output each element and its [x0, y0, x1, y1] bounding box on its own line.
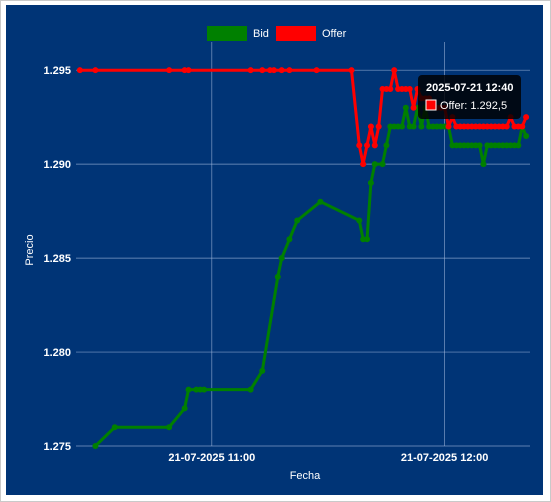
offer-point	[348, 67, 355, 74]
bid-point	[317, 198, 324, 205]
bid-point	[523, 132, 530, 139]
bid-point	[480, 161, 487, 168]
bid-point	[286, 236, 293, 243]
offer-point	[360, 161, 367, 168]
bid-point	[367, 179, 374, 186]
bid-point	[181, 405, 188, 412]
bid-point	[364, 236, 371, 243]
bid-point	[111, 424, 118, 431]
offer-point	[391, 67, 398, 74]
offer-point	[356, 142, 363, 149]
offer-point	[410, 104, 417, 111]
bid-point	[274, 273, 281, 280]
bid-point	[398, 123, 405, 130]
bid-series-line	[93, 106, 528, 448]
x-axis-ticks: 21-07-2025 11:00 21-07-2025 12:00	[168, 452, 488, 464]
offer-point	[406, 85, 413, 92]
offer-point	[523, 114, 530, 121]
bid-point	[402, 104, 409, 111]
bid-point	[418, 123, 425, 130]
legend-swatch-bid[interactable]	[207, 26, 247, 41]
offer-point	[286, 67, 293, 74]
bid-point	[371, 161, 378, 168]
y-tick-label: 1.285	[43, 253, 71, 265]
offer-point	[371, 142, 378, 149]
bid-point	[185, 386, 192, 393]
tooltip-title: 2025-07-21 12:40	[426, 82, 513, 94]
bid-point	[294, 217, 301, 224]
bid-point	[476, 142, 483, 149]
offer-point	[519, 123, 526, 130]
y-tick-label: 1.280	[43, 347, 71, 359]
offer-point	[503, 123, 510, 130]
offer-point	[92, 67, 99, 74]
offer-point	[76, 67, 83, 74]
tooltip-series-marker	[425, 99, 437, 111]
bid-point	[259, 367, 266, 374]
offer-point	[185, 67, 192, 74]
offer-point	[313, 67, 320, 74]
offer-point	[259, 67, 266, 74]
offer-point	[166, 67, 173, 74]
bid-point	[278, 255, 285, 262]
bid-point	[247, 386, 254, 393]
series-layer	[76, 67, 530, 449]
y-tick-label: 1.290	[43, 159, 71, 171]
y-axis-ticks: 1.275 1.280 1.285 1.290 1.295	[43, 65, 71, 453]
offer-point	[270, 67, 277, 74]
offer-point	[247, 67, 254, 74]
tooltip-box	[418, 75, 521, 119]
bid-point	[379, 161, 386, 168]
offer-point	[387, 85, 394, 92]
bid-point	[383, 142, 390, 149]
bid-point	[201, 386, 208, 393]
x-axis-title: Fecha	[290, 470, 321, 482]
offer-point	[375, 123, 382, 130]
bid-point	[410, 123, 417, 130]
bid-point	[92, 443, 99, 449]
legend-label-offer[interactable]: Offer	[322, 28, 347, 40]
tooltip: 2025-07-21 12:40 Offer: 1.292,5	[418, 75, 521, 119]
y-tick-label: 1.295	[43, 65, 71, 77]
offer-point	[367, 123, 374, 130]
tooltip-value: Offer: 1.292,5	[440, 100, 507, 112]
legend-label-bid[interactable]: Bid	[253, 28, 269, 40]
y-axis-title: Precio	[24, 234, 36, 265]
legend-swatch-offer[interactable]	[276, 26, 316, 41]
offer-point	[445, 123, 452, 130]
legend[interactable]: Bid Offer	[207, 26, 347, 41]
x-tick-label: 21-07-2025 11:00	[168, 452, 255, 464]
bid-point	[166, 424, 173, 431]
offer-point	[278, 67, 285, 74]
x-tick-label: 21-07-2025 12:00	[401, 452, 488, 464]
bid-point	[515, 142, 522, 149]
price-chart: Bid Offer 1.275 1.280 1.285 1.290 1.295 …	[24, 26, 530, 482]
offer-point	[364, 142, 371, 149]
y-tick-label: 1.275	[43, 441, 71, 453]
bid-point	[356, 217, 363, 224]
